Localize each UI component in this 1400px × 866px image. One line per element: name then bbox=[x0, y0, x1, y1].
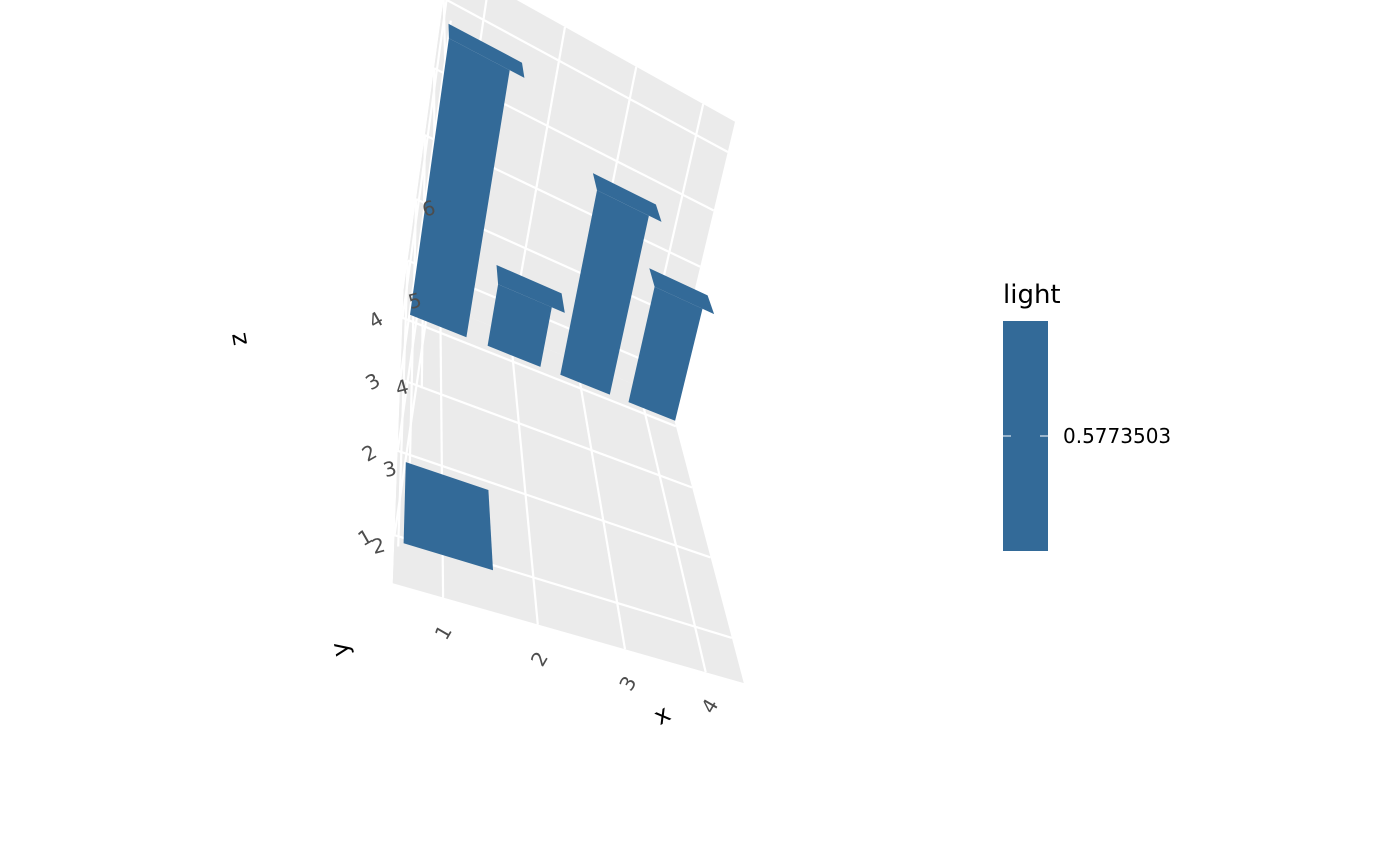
bar bbox=[560, 173, 662, 395]
legend-title: light bbox=[1003, 280, 1061, 310]
z-tick-label: 4 bbox=[393, 374, 412, 400]
grid-floor-x bbox=[637, 386, 707, 673]
z-tick-label: 3 bbox=[381, 456, 400, 482]
bar-front-face bbox=[410, 38, 510, 338]
bar-top-face bbox=[403, 462, 493, 571]
grid-wall-z bbox=[397, 260, 409, 547]
x-axis-label: x bbox=[649, 699, 675, 730]
z-tick-label: 5 bbox=[406, 288, 425, 314]
grid-floor-y bbox=[399, 378, 693, 489]
bar-front-face bbox=[628, 286, 703, 421]
y-tick-label: 4 bbox=[364, 306, 387, 333]
grid-floor-x bbox=[575, 360, 627, 650]
bar bbox=[410, 23, 525, 338]
x-tick-label: 1 bbox=[430, 621, 457, 644]
y-tick-label: 3 bbox=[361, 368, 384, 395]
bar-front-face bbox=[487, 284, 552, 367]
bar bbox=[403, 462, 493, 571]
grid-floor-y bbox=[402, 316, 677, 428]
grid-wall-z bbox=[444, 0, 729, 153]
bars-layer bbox=[403, 23, 715, 571]
bar-top-face bbox=[496, 265, 565, 313]
x-tick-label: 4 bbox=[696, 694, 723, 717]
bar bbox=[487, 265, 565, 367]
panel-floor bbox=[392, 290, 744, 684]
x-tick-label: 2 bbox=[526, 647, 553, 670]
bar-top-face bbox=[592, 173, 662, 222]
bar-front-face bbox=[560, 190, 649, 395]
legend: light 0.5773503 bbox=[1003, 280, 1171, 551]
legend-label: 0.5773503 bbox=[1063, 424, 1171, 448]
z-tick-label: 6 bbox=[419, 195, 438, 221]
y-tick-label: 2 bbox=[358, 439, 381, 466]
y-axis-label: y bbox=[325, 640, 355, 659]
grid-floor-y bbox=[397, 449, 711, 559]
z-axis-label: z bbox=[223, 331, 253, 348]
bar bbox=[628, 268, 715, 421]
bar-top-face bbox=[649, 268, 715, 315]
x-tick-label: 3 bbox=[614, 672, 641, 695]
bar-top-face bbox=[448, 23, 525, 78]
grid-floor-x bbox=[509, 333, 539, 625]
grid-wall-z bbox=[408, 199, 418, 470]
z-tick-label: 2 bbox=[369, 532, 388, 558]
